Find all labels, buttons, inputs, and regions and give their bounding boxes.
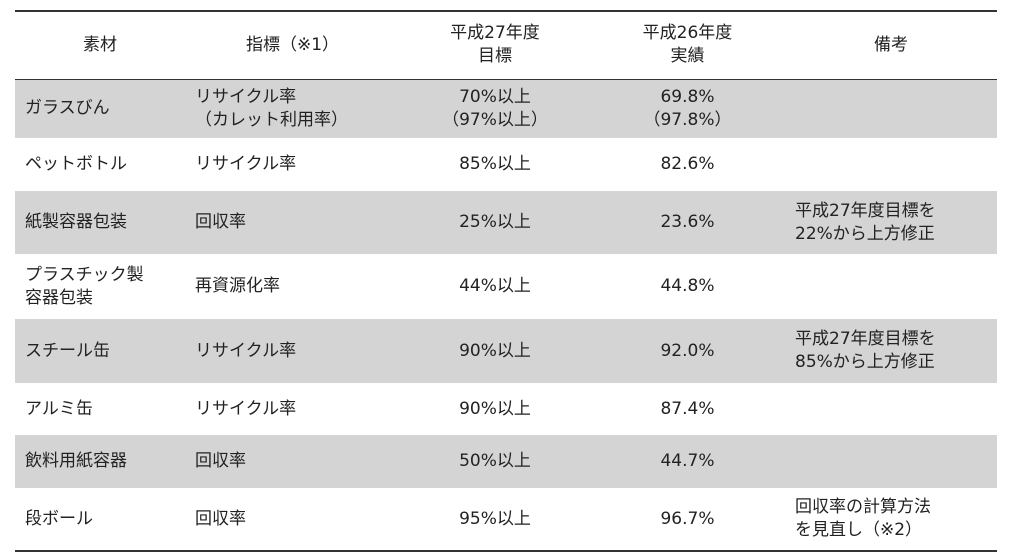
header-cell: 素材 xyxy=(83,34,117,55)
indicator-cell: リサイクル率 xyxy=(195,154,297,174)
target-cell: 70%以上 （97%以上） xyxy=(442,86,548,130)
indicator-cell: 再資源化率 xyxy=(195,276,280,296)
material-cell: ガラスびん xyxy=(25,98,110,119)
actual-cell: 82.6% xyxy=(660,154,715,174)
note-cell: 平成27年度目標を 85%から上方修正 xyxy=(795,329,936,372)
material-cell: アルミ缶 xyxy=(25,398,93,419)
actual-cell: 96.7% xyxy=(660,508,715,529)
target-cell: 85%以上 xyxy=(459,154,531,174)
target-cell: 95%以上 xyxy=(459,508,531,529)
header-cell: 指標（※1） xyxy=(245,34,340,55)
indicator-cell: 回収率 xyxy=(195,451,246,471)
indicator-cell: リサイクル率 （カレット利用率） xyxy=(195,86,348,130)
actual-cell: 69.8% （97.8%） xyxy=(643,86,732,130)
material-cell: 紙製容器包装 xyxy=(25,212,127,232)
table-row: プラスチック製 容器包装 再資源化率 44%以上 44.8% xyxy=(15,254,997,319)
actual-cell: 44.7% xyxy=(660,451,715,471)
actual-cell: 44.8% xyxy=(660,276,715,296)
table-row: アルミ缶 リサイクル率 90%以上 87.4% xyxy=(15,383,997,435)
indicator-cell: 回収率 xyxy=(195,508,246,529)
header-cell: 備考 xyxy=(874,34,908,55)
indicator-cell: 回収率 xyxy=(195,212,246,232)
material-cell: ペットボトル xyxy=(25,154,127,174)
actual-cell: 92.0% xyxy=(660,340,715,361)
table-row: 飲料用紙容器 回収率 50%以上 44.7% xyxy=(15,435,997,488)
actual-cell: 87.4% xyxy=(660,398,715,419)
indicator-cell: リサイクル率 xyxy=(195,340,297,361)
table-row: 紙製容器包装 回収率 25%以上 23.6% 平成27年度目標を 22%から上方修正 xyxy=(15,191,997,254)
indicator-cell: リサイクル率 xyxy=(195,398,297,419)
target-cell: 90%以上 xyxy=(459,340,531,361)
target-cell: 90%以上 xyxy=(459,398,531,419)
header-cell: 平成26年度 実績 xyxy=(642,23,733,67)
material-cell: 飲料用紙容器 xyxy=(25,451,127,471)
table-row: ガラスびん リサイクル率 （カレット利用率） 70%以上 （97%以上） 69.8% … xyxy=(15,79,997,138)
note-cell xyxy=(785,138,997,191)
material-cell: スチール缶 xyxy=(25,340,110,361)
header-row: 素材 指標（※1） 平成27年度 目標 平成26年度 実績 備考 xyxy=(15,11,997,79)
table-row: スチール缶 リサイクル率 90%以上 92.0% 平成27年度目標を 85%から上方修正 xyxy=(15,319,997,383)
target-cell: 50%以上 xyxy=(459,451,531,471)
material-cell: プラスチック製 容器包装 xyxy=(25,264,144,308)
note-cell: 回収率の計算方法 を見直し（※2） xyxy=(795,497,931,540)
data-table: 素材 指標（※1） 平成27年度 目標 平成26年度 実績 備考 ガラスびん リサイクル率… xyxy=(15,10,997,552)
header-cell: 平成27年度 目標 xyxy=(450,23,540,67)
note-cell: 平成27年度目標を 22%から上方修正 xyxy=(795,200,936,244)
material-cell: 段ボール xyxy=(25,508,93,529)
table-row: ペットボトル リサイクル率 85%以上 82.6% xyxy=(15,138,997,191)
note-cell xyxy=(785,79,997,138)
target-cell: 44%以上 xyxy=(459,276,531,296)
table-header: 素材 指標（※1） 平成27年度 目標 平成26年度 実績 備考 xyxy=(15,11,997,79)
actual-cell: 23.6% xyxy=(660,212,715,232)
table-body: ガラスびん リサイクル率 （カレット利用率） 70%以上 （97%以上） 69.8% … xyxy=(15,79,997,551)
note-cell xyxy=(785,435,997,488)
table-row: 段ボール 回収率 95%以上 96.7% 回収率の計算方法 を見直し（※2） xyxy=(15,488,997,551)
target-cell: 25%以上 xyxy=(459,212,531,232)
note-cell xyxy=(785,383,997,435)
note-cell xyxy=(785,254,997,319)
